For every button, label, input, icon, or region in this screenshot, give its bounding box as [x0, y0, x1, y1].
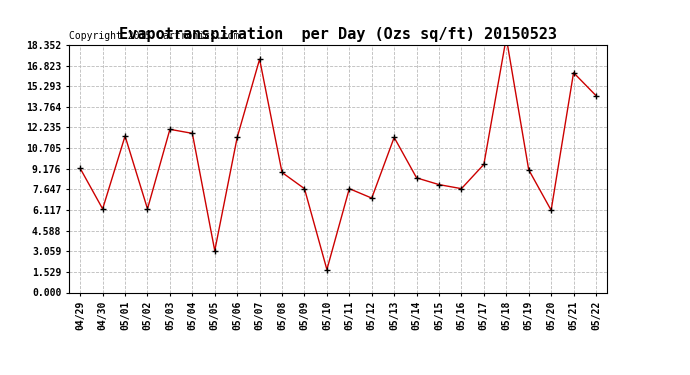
Title: Evapotranspiration  per Day (Ozs sq/ft) 20150523: Evapotranspiration per Day (Ozs sq/ft) 2… [119, 27, 557, 42]
Text: Copyright 2015 Cartronics.com: Copyright 2015 Cartronics.com [69, 32, 239, 41]
Text: ET  (0z/sq  ft): ET (0z/sq ft) [595, 35, 675, 44]
